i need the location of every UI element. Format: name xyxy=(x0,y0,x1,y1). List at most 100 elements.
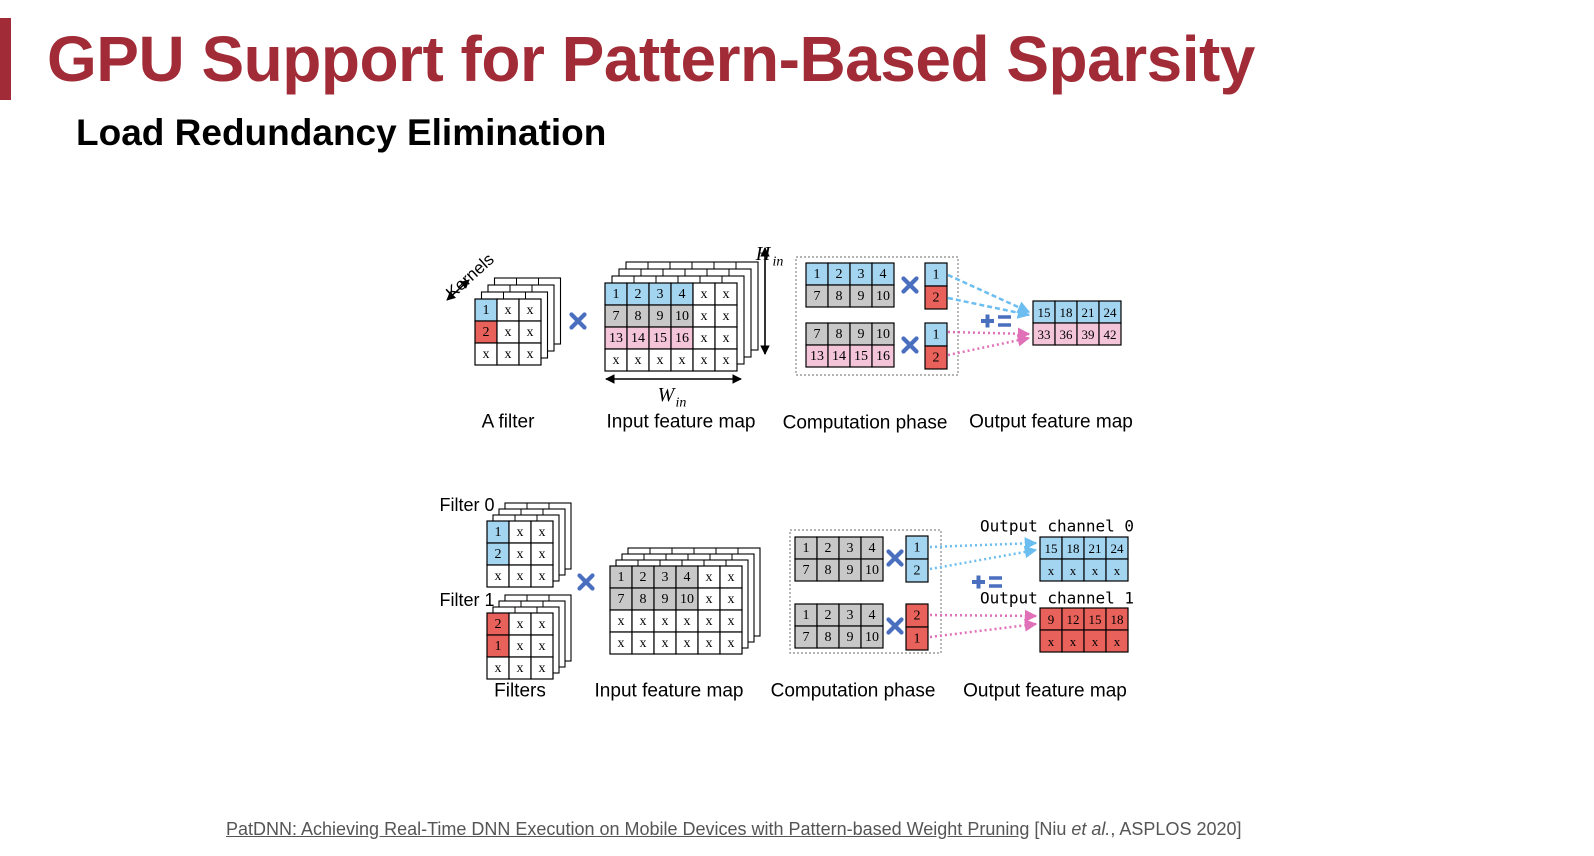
top-comp1-grid-value: 3 xyxy=(858,267,865,282)
citation-link[interactable]: PatDNN: Achieving Real-Time DNN Executio… xyxy=(226,819,1030,839)
bottom-input-map-value: 4 xyxy=(684,570,691,585)
filter0-value: x xyxy=(539,547,546,562)
bottom-input-map-value: 2 xyxy=(640,570,647,585)
bottom-input-map-value: x xyxy=(662,614,669,629)
bottom-input-map-value: 9 xyxy=(662,592,669,607)
h-in-label: H xyxy=(755,243,772,265)
top-input-map-value: 2 xyxy=(635,287,642,302)
bottom-caption-computation: Computation phase xyxy=(771,681,936,702)
top-arrow-pink-1 xyxy=(947,327,1031,340)
output-channel-1-label: Output channel 1 xyxy=(980,589,1134,608)
citation: PatDNN: Achieving Real-Time DNN Executio… xyxy=(226,818,1242,840)
filter0-value: x xyxy=(539,525,546,540)
bottom-input-map-value: x xyxy=(640,636,647,651)
top-caption-output: Output feature map xyxy=(969,412,1133,433)
bottom-caption-output: Output feature map xyxy=(963,681,1127,702)
top-filter-cell xyxy=(518,342,542,366)
top-comp1-weights-value: 2 xyxy=(933,291,940,306)
bottom-comp2-grid-value: 7 xyxy=(803,630,810,645)
output-channel-1-value: x xyxy=(1070,634,1077,649)
top-computation-box xyxy=(795,256,959,376)
top-output-map-value: 21 xyxy=(1082,305,1095,320)
bottom-comp1-weights-cell xyxy=(905,558,929,583)
top-input-map-value: 7 xyxy=(613,309,620,324)
bottom-input-map-value: x xyxy=(728,570,735,585)
output-channel-0-value: 24 xyxy=(1111,541,1125,556)
bottom-input-map-value: x xyxy=(706,614,713,629)
output-channel-0-value: 15 xyxy=(1045,541,1058,556)
bottom-comp1-grid-value: 7 xyxy=(803,563,810,578)
top-input-map-value: 14 xyxy=(631,331,645,346)
filter1-value: 1 xyxy=(495,639,502,654)
output-channel-0-value: x xyxy=(1048,563,1055,578)
h-in-subscript: in xyxy=(773,255,784,270)
bottom-arrow-pink-1 xyxy=(929,609,1038,623)
top-comp2-grid-value: 14 xyxy=(832,349,846,364)
output-channel-1-value: 12 xyxy=(1067,612,1080,627)
bottom-comp2-grid-value: 8 xyxy=(825,630,832,645)
top-caption-computation: Computation phase xyxy=(783,413,948,434)
bottom-input-map-value: 3 xyxy=(662,570,669,585)
bottom-computation-box xyxy=(789,529,942,654)
top-input-map-value: 9 xyxy=(657,309,664,324)
bottom-accumulate-operator-plus xyxy=(972,575,985,589)
bottom-comp2-weights-value: 1 xyxy=(914,632,921,647)
filter0-value: 2 xyxy=(495,547,502,562)
output-channel-1-value: 18 xyxy=(1111,612,1124,627)
top-comp1-multiply xyxy=(901,276,919,294)
bottom-input-map-value: 7 xyxy=(618,592,625,607)
output-channel-0-value: x xyxy=(1114,563,1121,578)
bottom-input-map-value: x xyxy=(618,636,625,651)
top-output-map-cell xyxy=(1098,322,1122,346)
filter0-value: x xyxy=(495,569,502,584)
output-channel-1-value: 15 xyxy=(1089,612,1102,627)
w-in-label: W xyxy=(658,384,677,406)
bottom-comp2-grid-value: 9 xyxy=(847,630,854,645)
top-input-map-value: x xyxy=(635,353,642,368)
filter1-value: 2 xyxy=(495,617,502,632)
top-output-map-value: 39 xyxy=(1082,327,1095,342)
output-channel-1-value: x xyxy=(1048,634,1055,649)
top-comp2-grid-value: 10 xyxy=(876,327,890,342)
bottom-arrow-blue-1 xyxy=(929,537,1038,550)
top-input-map-value: 1 xyxy=(613,287,620,302)
bottom-input-map-value: 8 xyxy=(640,592,647,607)
bottom-input-map-value: x xyxy=(728,614,735,629)
bottom-comp1-grid-cell xyxy=(860,558,884,582)
top-input-map-value: x xyxy=(723,309,730,324)
bottom-input-map-value: x xyxy=(706,570,713,585)
filter1-value: x xyxy=(495,661,502,676)
top-filter-value: x xyxy=(505,347,512,362)
top-input-map-value: 13 xyxy=(609,331,623,346)
filter1-value: x xyxy=(517,617,524,632)
bottom-comp1-grid-value: 1 xyxy=(803,541,810,556)
filter1-value: x xyxy=(539,639,546,654)
top-filter-value: x xyxy=(505,325,512,340)
top-caption-filter: A filter xyxy=(482,412,535,433)
top-input-map-value: x xyxy=(701,331,708,346)
top-comp1-grid-value: 2 xyxy=(836,267,843,282)
top-comp2-weights-value: 1 xyxy=(933,328,940,343)
top-input-map-value: 15 xyxy=(653,331,667,346)
top-filter-value: x xyxy=(527,325,534,340)
filter0-value: x xyxy=(517,569,524,584)
top-comp1-weights-cell xyxy=(924,285,948,310)
top-comp1-grid-value: 4 xyxy=(880,267,887,282)
top-output-map-value: 33 xyxy=(1038,327,1051,342)
top-filter-value: x xyxy=(527,303,534,318)
filter1-value: x xyxy=(517,639,524,654)
output-channel-1-cell xyxy=(1105,629,1129,653)
filter0-value: 1 xyxy=(495,525,502,540)
top-output-map-value: 42 xyxy=(1104,327,1117,342)
top-comp2-grid-value: 16 xyxy=(876,349,890,364)
top-arrow-pink-2 xyxy=(947,334,1031,357)
bottom-input-map-value: x xyxy=(662,636,669,651)
bottom-caption-input: Input feature map xyxy=(595,681,744,702)
bottom-comp1-grid-value: 9 xyxy=(847,563,854,578)
top-output-map-value: 15 xyxy=(1038,305,1051,320)
top-comp1-grid-value: 8 xyxy=(836,289,843,304)
bottom-comp1-grid-value: 4 xyxy=(869,541,876,556)
bottom-comp1-weights-value: 1 xyxy=(914,541,921,556)
output-channel-0-value: x xyxy=(1092,563,1099,578)
